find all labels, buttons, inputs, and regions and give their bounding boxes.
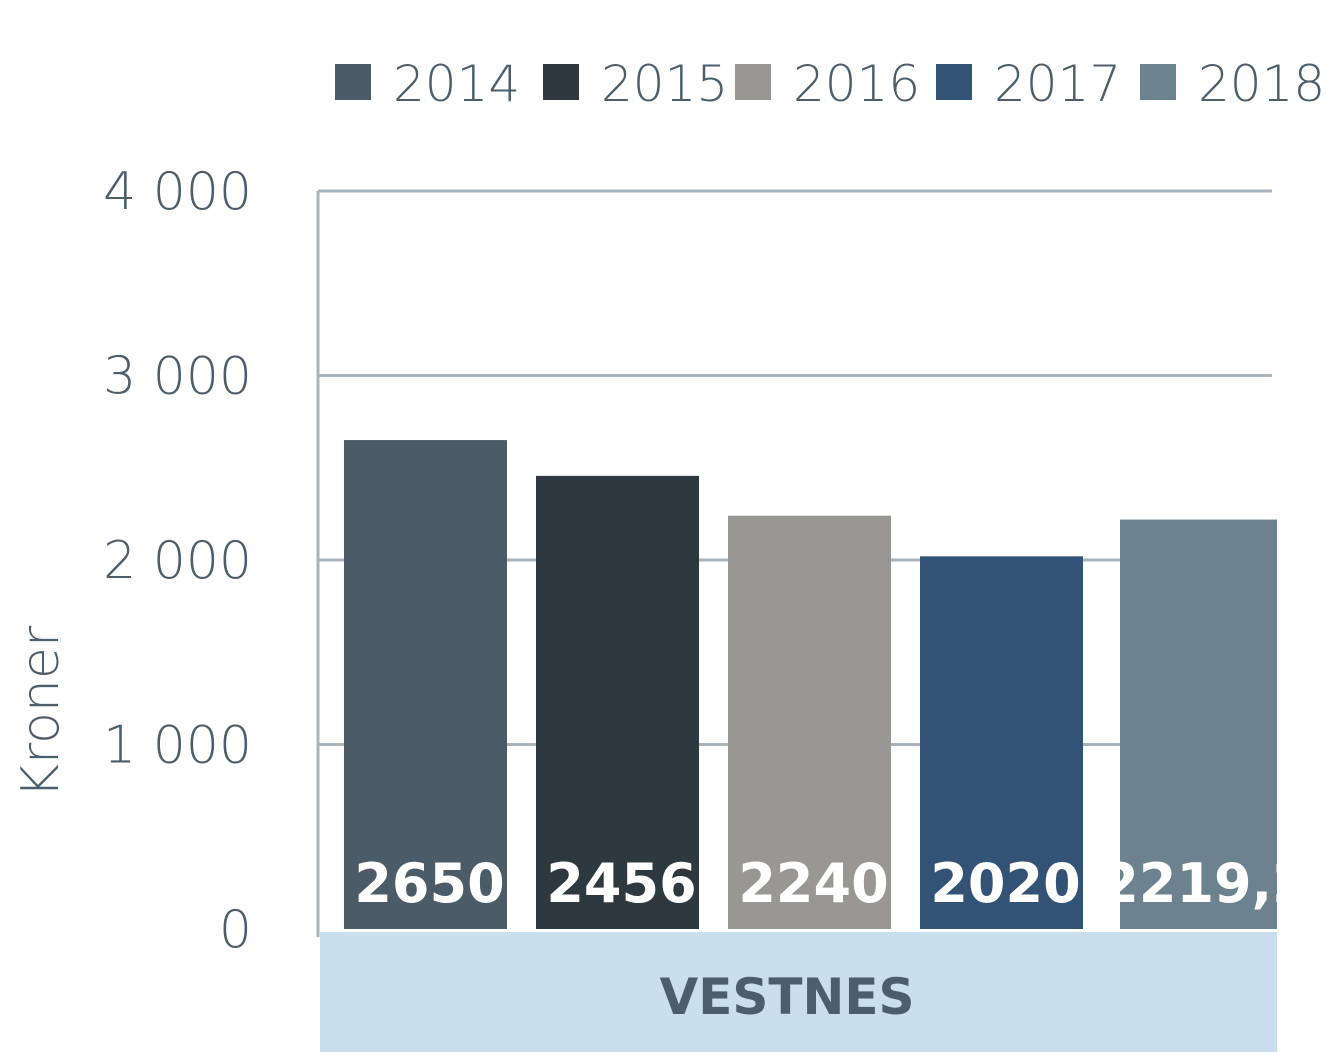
bar-2018 — [1120, 519, 1277, 929]
y-tick-label: 1 000 — [103, 716, 252, 776]
y-tick-label: 3 000 — [103, 347, 252, 407]
y-axis: 0 1 000 2 000 3 000 4 000 — [103, 162, 320, 960]
data-label-2015: 2456 — [546, 852, 696, 915]
data-label-2018: 2219,2 — [1101, 852, 1309, 915]
x-category-label: VESTNES — [660, 968, 915, 1026]
legend-label-2018: 2018 — [1198, 55, 1325, 113]
legend-swatch-2016 — [735, 64, 771, 100]
bars: 2650 2456 2240 2020 2219,2 — [344, 440, 1309, 929]
category-band: VESTNES — [320, 932, 1277, 1052]
legend-swatch-2015 — [543, 64, 579, 100]
data-label-2016: 2240 — [738, 852, 888, 915]
y-axis-label: Kroner — [11, 625, 71, 798]
y-tick-label: 0 — [219, 900, 252, 960]
legend: 2014 2015 2016 2017 2018 — [335, 55, 1325, 113]
bar-2015 — [536, 475, 699, 929]
y-tick-label: 2 000 — [103, 531, 252, 591]
bar-2016 — [728, 515, 891, 929]
legend-swatch-2014 — [335, 64, 371, 100]
legend-label-2016: 2016 — [793, 55, 920, 113]
legend-label-2017: 2017 — [994, 55, 1121, 113]
category-band-rect — [320, 932, 1277, 1052]
legend-swatch-2017 — [936, 64, 972, 100]
data-label-2014: 2650 — [354, 852, 504, 915]
legend-label-2014: 2014 — [393, 55, 520, 113]
legend-swatch-2018 — [1140, 64, 1176, 100]
data-label-2017: 2020 — [930, 852, 1080, 915]
bar-2017 — [920, 556, 1083, 929]
y-tick-label: 4 000 — [103, 162, 252, 222]
bar-2014 — [344, 440, 507, 929]
legend-label-2015: 2015 — [601, 55, 728, 113]
